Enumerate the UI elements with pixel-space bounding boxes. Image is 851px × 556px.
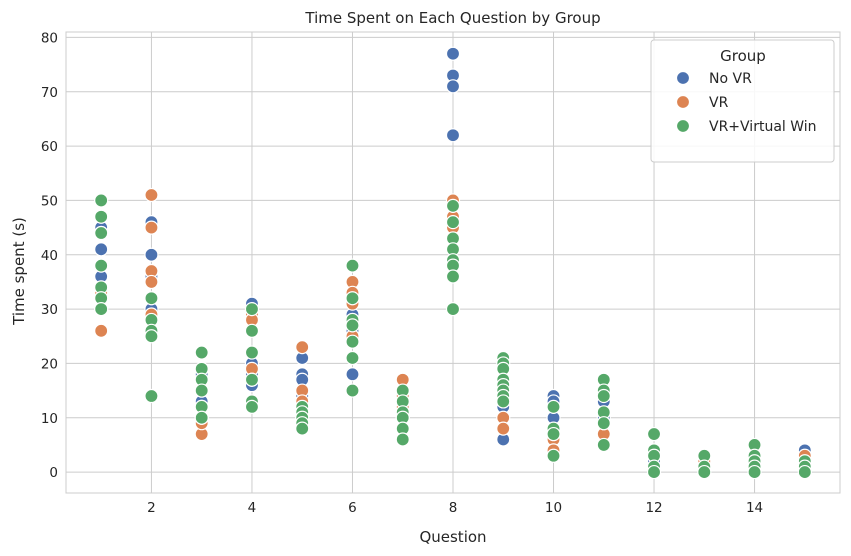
data-point [194,410,209,425]
data-point [94,209,109,224]
data-point [395,432,410,447]
data-point [94,193,109,208]
data-point [345,258,360,273]
data-point [94,301,109,317]
data-point [646,464,662,480]
x-tick-label: 10 [545,500,562,516]
y-tick-label: 60 [41,139,58,155]
data-point [244,345,260,360]
data-point [144,187,159,203]
y-tick-label: 30 [41,302,58,318]
data-point [445,46,461,61]
data-point [797,464,812,480]
legend-label: VR+Virtual Win [709,119,817,135]
data-point [144,220,159,235]
data-point [747,464,762,480]
data-point [596,416,611,431]
data-point [345,350,360,366]
legend: Group No VR VR VR+Virtual Win [650,39,835,163]
data-point [244,399,260,414]
x-tick-label: 14 [746,500,763,516]
data-point [345,383,360,398]
data-point [596,437,611,453]
legend-items: No VR VR VR+Virtual Win [675,70,817,135]
data-point [295,340,310,355]
data-point [144,329,159,344]
data-point [94,242,109,257]
data-point [94,225,109,241]
y-axis-label: Time spent (s) [10,217,28,326]
data-point [646,426,662,442]
legend-label: No VR [709,71,752,87]
data-point [445,269,461,284]
y-tick-label: 70 [41,85,58,101]
legend-marker [675,118,691,134]
x-tick-label: 2 [147,500,156,516]
data-point [345,291,360,306]
data-point [546,448,561,463]
data-point [144,388,159,404]
legend-box [650,39,835,163]
y-tick-label: 50 [41,193,58,209]
legend-marker [675,70,691,86]
data-point [445,215,461,230]
y-tick-label: 10 [41,411,58,427]
x-axis-label: Question [419,528,486,546]
data-point [345,334,360,349]
data-point [194,383,209,398]
data-point [144,291,159,306]
x-tick-label: 12 [645,500,662,516]
legend-marker [675,94,691,110]
data-point [445,198,461,213]
x-axis-ticks: 2 4 6 8 10 12 14 [147,500,763,516]
data-point [244,323,260,338]
legend-label: VR [709,95,729,111]
data-points [94,46,812,480]
x-tick-label: 6 [348,500,357,516]
y-axis-ticks: 0 10 20 30 40 50 60 70 80 [41,30,58,481]
data-point [496,394,511,409]
data-point [596,388,611,404]
data-point [445,79,461,94]
data-point [244,301,260,317]
x-tick-label: 8 [449,500,458,516]
data-point [697,464,712,480]
data-point [144,274,159,290]
y-tick-label: 0 [49,465,58,481]
data-point [144,247,159,262]
y-tick-label: 20 [41,356,58,372]
data-point [94,323,109,338]
legend-title: Group [720,47,766,65]
data-point [345,367,360,382]
data-point [546,399,561,414]
chart-title: Time Spent on Each Question by Group [304,9,600,27]
y-tick-label: 40 [41,248,58,264]
data-point [194,345,209,360]
data-point [445,301,461,317]
y-tick-label: 80 [41,30,58,46]
data-point [345,318,360,333]
data-point [445,128,461,143]
series-2 [94,193,812,480]
data-point [546,426,561,442]
x-tick-label: 4 [248,500,257,516]
data-point [295,421,310,436]
data-point [496,421,511,436]
data-point [94,258,109,273]
data-point [244,372,260,387]
